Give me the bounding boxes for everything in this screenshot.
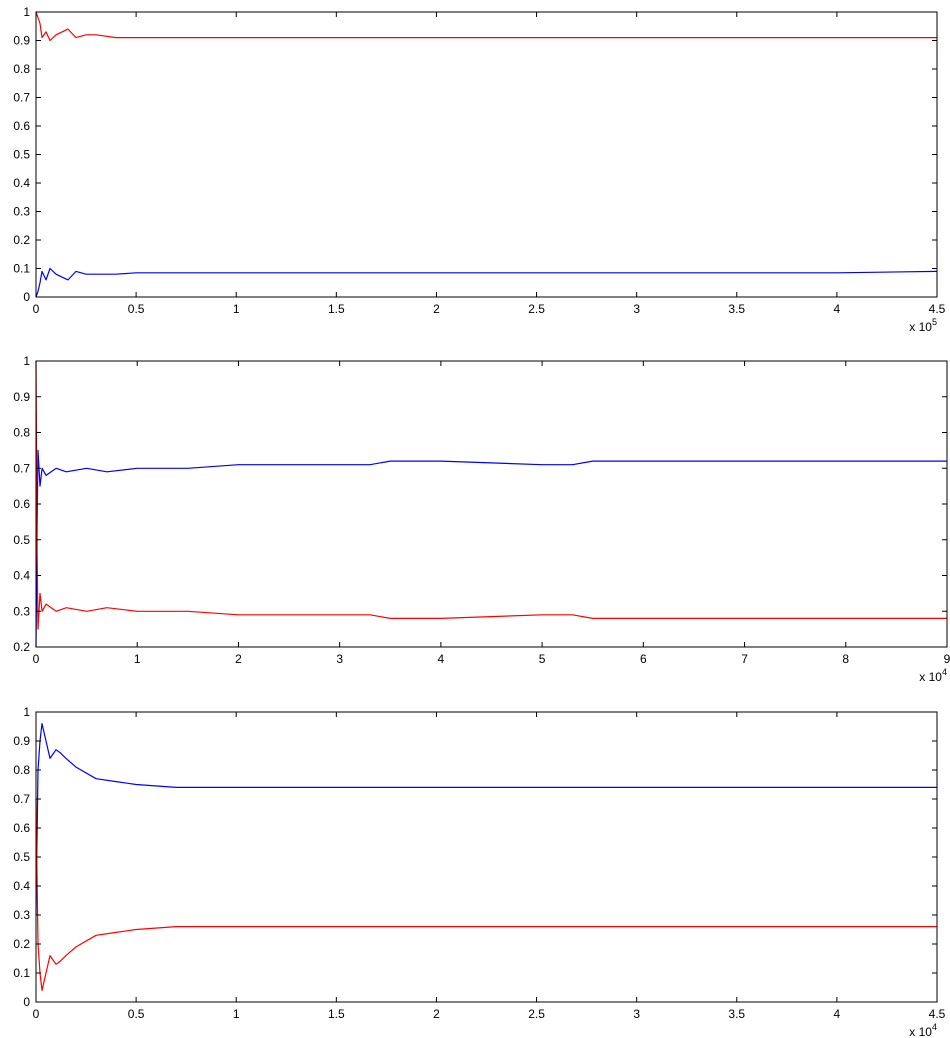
chart-top-ytick-label: 0 — [23, 290, 30, 304]
chart-top-ytick-label: 0.9 — [13, 34, 30, 48]
chart-bottom-ytick-label: 1 — [23, 705, 30, 719]
chart-top-ytick-label: 0.8 — [13, 62, 30, 76]
chart-top-ytick-label: 1 — [23, 5, 30, 19]
chart-bottom-xtick-label: 1 — [233, 1007, 240, 1021]
chart-bottom-ytick-label: 0.5 — [13, 850, 30, 864]
chart-middle-xtick-label: 3 — [336, 652, 343, 666]
chart-top-xtick-label: 2.5 — [528, 302, 545, 316]
chart-top-xtick-label: 1 — [233, 302, 240, 316]
chart-middle: 0 1 2 3 4 5 6 7 8 9 0.2 0.3 0.4 0.5 0.6 0.7 0.8 0.9 1 x 104 — [13, 354, 950, 684]
chart-top-ytick-label: 0.5 — [13, 148, 30, 162]
chart-middle-xtick-label: 5 — [539, 652, 546, 666]
chart-bottom-series-red-line — [35, 798, 937, 992]
chart-middle-xtick-label: 9 — [944, 652, 950, 666]
chart-top-xtick-label: 1.5 — [328, 302, 345, 316]
chart-bottom-ytick-label: 0.4 — [13, 879, 30, 893]
chart-bottom-xtick-label: 4.5 — [929, 1007, 946, 1021]
chart-middle-xtick-label: 2 — [235, 652, 242, 666]
chart-bottom-series-blue-line — [35, 722, 937, 916]
chart-middle-ytick-label: 0.9 — [13, 390, 30, 404]
chart-top-xtick-label: 0.5 — [128, 302, 145, 316]
chart-middle-ytick-label: 0.2 — [13, 640, 30, 654]
chart-top-ytick-label: 0.3 — [13, 205, 30, 219]
chart-middle-ytick-label: 0.4 — [13, 569, 30, 583]
chart-bottom-ytick-label: 0.3 — [13, 908, 30, 922]
chart-bottom-xtick-label: 0 — [33, 1007, 40, 1021]
chart-middle-xtick-label: 6 — [640, 652, 647, 666]
chart-top-axes-frame — [35, 11, 938, 298]
chart-middle-ytick-label: 0.5 — [13, 533, 30, 547]
chart-bottom: 0 0.5 1 1.5 2 2.5 3 3.5 4 4.5 0 0.1 0.2 0.3 0.4 0.5 0.6 0… — [13, 705, 945, 1038]
chart-middle-ytick-label: 0.7 — [13, 461, 30, 475]
chart-bottom-ytick-label: 0 — [23, 995, 30, 1009]
chart-middle-series-blue-line — [35, 449, 947, 648]
chart-middle-axes-frame — [35, 360, 948, 648]
chart-middle-series-red-line — [35, 360, 947, 630]
chart-bottom-xtick-label: 3 — [633, 1007, 640, 1021]
chart-bottom-xtick-label: 2 — [433, 1007, 440, 1021]
chart-bottom-xtick-label: 3.5 — [728, 1007, 745, 1021]
chart-top-ytick-label: 0.2 — [13, 233, 30, 247]
chart-bottom-xtick-label: 1.5 — [328, 1007, 345, 1021]
chart-middle-ytick-label: 0.3 — [13, 604, 30, 618]
chart-bottom-ytick-label: 0.7 — [13, 792, 30, 806]
chart-middle-x-multiplier: x 104 — [919, 667, 947, 684]
chart-middle-ytick-label: 1 — [23, 354, 30, 368]
chart-bottom-ytick-label: 0.6 — [13, 821, 30, 835]
chart-bottom-ytick-label: 0.2 — [13, 937, 30, 951]
chart-top-series-blue-line — [35, 267, 938, 298]
chart-top-ytick-label: 0.1 — [13, 262, 30, 276]
chart-top-xtick-label: 0 — [33, 302, 40, 316]
chart-bottom-ytick-label: 0.1 — [13, 966, 30, 980]
chart-bottom-xtick-label: 2.5 — [528, 1007, 545, 1021]
chart-middle-xtick-label: 7 — [741, 652, 748, 666]
chart-top-xtick-label: 4.5 — [929, 302, 946, 316]
chart-top-xtick-label: 2 — [433, 302, 440, 316]
chart-middle-xtick-label: 8 — [842, 652, 849, 666]
chart-bottom-x-multiplier: x 104 — [909, 1022, 937, 1038]
chart-top-x-multiplier: x 105 — [909, 317, 937, 334]
chart-bottom-ytick-label: 0.9 — [13, 734, 30, 748]
chart-bottom-xtick-label: 4 — [834, 1007, 841, 1021]
chart-top-ytick-label: 0.4 — [13, 176, 30, 190]
chart-top-xtick-label: 3.5 — [728, 302, 745, 316]
chart-middle-xtick-label: 4 — [438, 652, 445, 666]
chart-top-ytick-label: 0.7 — [13, 91, 30, 105]
chart-top: 0 0.5 1 1.5 2 2.5 3 3.5 4 4.5 0 0.1 0.2 0.3 0.4 0.5 0.6 0… — [13, 5, 945, 334]
chart-top-xtick-label: 3 — [633, 302, 640, 316]
chart-bottom-xtick-label: 0.5 — [128, 1007, 145, 1021]
chart-bottom-ytick-label: 0.8 — [13, 763, 30, 777]
chart-top-series-red-line — [35, 11, 937, 42]
chart-middle-ytick-label: 0.8 — [13, 426, 30, 440]
chart-top-ytick-label: 0.6 — [13, 119, 30, 133]
chart-top-xtick-label: 4 — [834, 302, 841, 316]
chart-middle-ytick-label: 0.6 — [13, 497, 30, 511]
chart-bottom-axes-frame — [35, 711, 938, 1003]
chart-middle-xtick-label: 0 — [33, 652, 40, 666]
chart-middle-xtick-label: 1 — [134, 652, 141, 666]
